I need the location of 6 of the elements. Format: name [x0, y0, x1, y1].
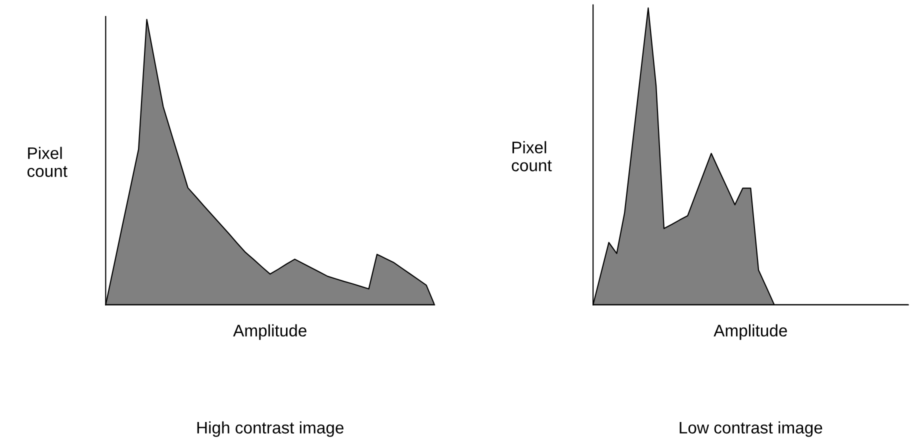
y-axis-title: Pixel count [27, 146, 68, 178]
text: Low contrast image [680, 421, 822, 437]
x-axis-title: Amplitude [714, 324, 787, 340]
text: High contrast image [197, 421, 344, 437]
x-axis-title: Amplitude [233, 324, 306, 340]
y-axis-title: Pixel count [512, 141, 552, 172]
